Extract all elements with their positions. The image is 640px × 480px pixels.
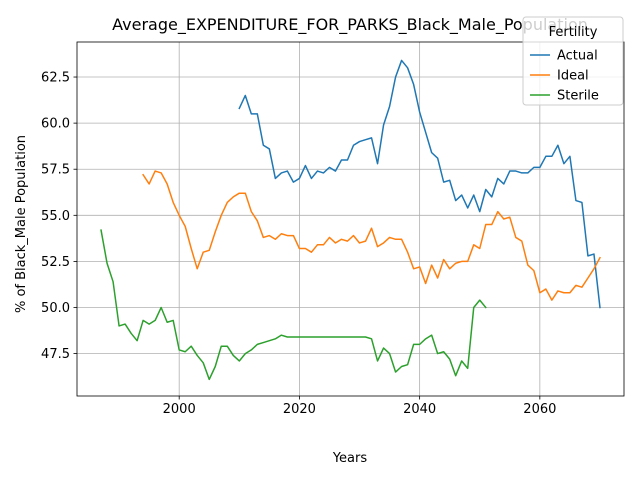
x-tick-label: 2060 bbox=[523, 402, 556, 417]
y-tick-label: 52.5 bbox=[41, 255, 70, 270]
y-tick-label: 60.0 bbox=[41, 117, 70, 132]
series-line-actual bbox=[238, 59, 601, 309]
y-axis-label: % of Black_Male Population bbox=[14, 135, 29, 313]
legend: Fertility Actual Ideal Sterile bbox=[522, 16, 624, 106]
plot-frame bbox=[76, 41, 625, 397]
x-axis-label: Years bbox=[332, 451, 368, 466]
legend-label-actual: Actual bbox=[557, 49, 598, 64]
legend-items: Actual Ideal Sterile bbox=[530, 49, 599, 104]
series-line-ideal bbox=[142, 170, 601, 301]
y-tick-label: 55.0 bbox=[41, 209, 70, 224]
chart-title: Average_EXPENDITURE_FOR_PARKS_Black_Male… bbox=[112, 15, 588, 35]
y-tick-label: 47.5 bbox=[41, 347, 70, 362]
legend-title: Fertility bbox=[549, 25, 598, 40]
x-tick-label: 2040 bbox=[403, 402, 436, 417]
y-tick-label: 50.0 bbox=[41, 301, 70, 316]
y-tick-label: 57.5 bbox=[41, 163, 70, 178]
axis-ticks: 2000 2020 2040 2060 47.5 50.0 52.5 55.0 57.5 60.0… bbox=[41, 71, 556, 417]
grid-lines bbox=[77, 42, 624, 396]
series-lines bbox=[100, 59, 601, 381]
legend-label-ideal: Ideal bbox=[557, 69, 589, 84]
y-tick-label: 62.5 bbox=[41, 71, 70, 86]
legend-box bbox=[522, 16, 624, 106]
x-tick-label: 2020 bbox=[283, 402, 316, 417]
series-line-sterile bbox=[100, 229, 487, 381]
legend-label-sterile: Sterile bbox=[557, 89, 599, 104]
x-tick-label: 2000 bbox=[163, 402, 196, 417]
